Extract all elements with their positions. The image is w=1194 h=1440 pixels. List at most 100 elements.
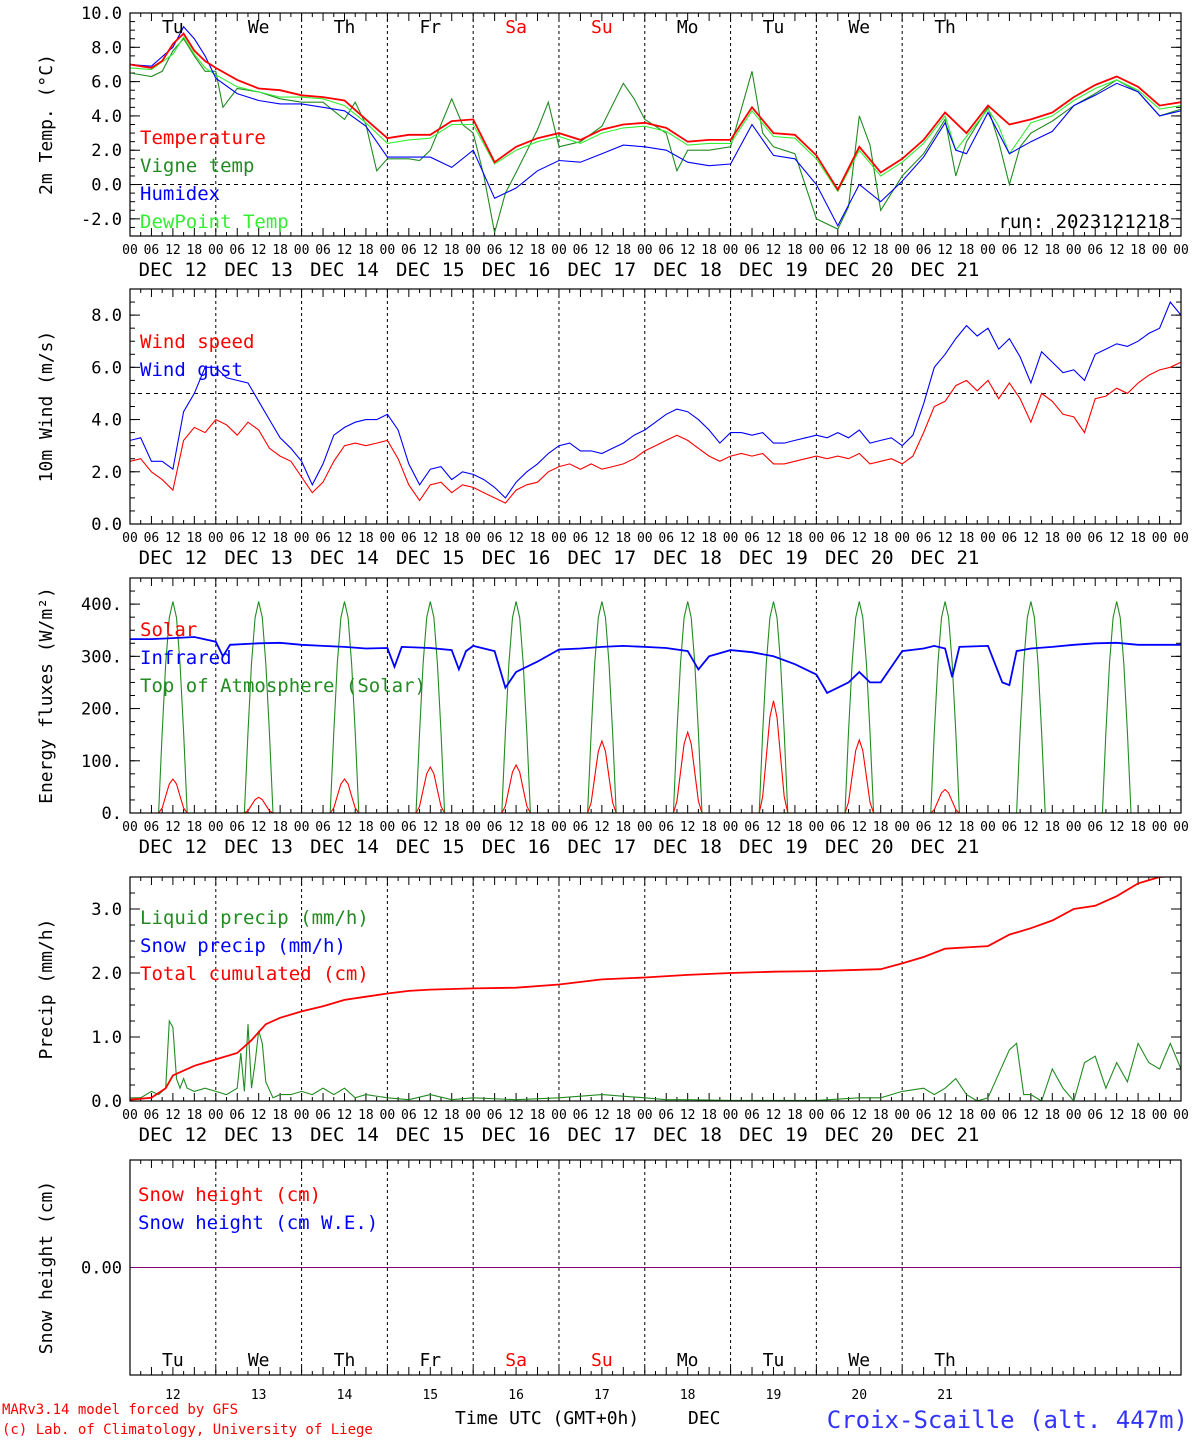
weekday-label: We <box>248 17 270 38</box>
run-label: run: 2023121218 <box>998 211 1170 233</box>
legend-entry: Solar <box>140 619 197 641</box>
hour-tick-label: 06 <box>1002 820 1018 835</box>
y-tick-label: 2.0 <box>91 463 122 483</box>
date-label: DEC 17 <box>568 836 637 858</box>
hour-tick-label: 06 <box>916 531 932 546</box>
y-tick-label: 8.0 <box>91 38 122 58</box>
hour-tick-label: 18 <box>530 531 546 546</box>
hour-tick-label: 06 <box>830 531 846 546</box>
hour-tick-label: 12 <box>337 531 353 546</box>
hour-tick-label: 00 <box>122 531 138 546</box>
date-label: DEC 12 <box>139 836 208 858</box>
hour-tick-label: 18 <box>272 243 288 258</box>
hour-tick-label: 06 <box>315 531 331 546</box>
hour-tick-label: 06 <box>916 820 932 835</box>
hour-tick-label: 06 <box>401 243 417 258</box>
hour-tick-label: 00 <box>723 1108 739 1123</box>
date-label: DEC 20 <box>825 259 894 281</box>
hour-tick-label: 06 <box>916 1108 932 1123</box>
series-line-total-cumulated-cm- <box>130 877 1175 1101</box>
hour-tick-label: 12 <box>766 243 782 258</box>
hour-tick-label: 12 <box>937 531 953 546</box>
plot-frame <box>129 577 1182 814</box>
date-label: DEC 16 <box>482 259 551 281</box>
hour-tick-label: 12 <box>1109 1108 1125 1123</box>
y-tick-label: 1.0 <box>91 1028 122 1048</box>
hour-tick-label: 06 <box>1087 243 1103 258</box>
hour-tick-label: 06 <box>1002 243 1018 258</box>
date-label: DEC 19 <box>739 836 808 858</box>
weekday-label: Tu <box>763 1350 785 1371</box>
hour-tick-label: 12 <box>937 243 953 258</box>
hour-tick-label: 06 <box>830 820 846 835</box>
hour-tick-label: 06 <box>315 243 331 258</box>
hour-tick-label: 00 <box>208 1108 224 1123</box>
series-line-humidex <box>130 25 1181 227</box>
date-label: DEC 18 <box>653 836 722 858</box>
hour-tick-label: 06 <box>658 243 674 258</box>
date-label: DEC 12 <box>139 1124 208 1146</box>
hour-tick-label: 00 <box>809 1108 825 1123</box>
hour-tick-label: 12 <box>337 1108 353 1123</box>
hour-tick-label: 00 <box>294 531 310 546</box>
hour-tick-label: 00 <box>980 820 996 835</box>
hour-tick-label: 18 <box>701 531 717 546</box>
hour-tick-label: 18 <box>873 243 889 258</box>
hour-tick-label: 00 <box>208 243 224 258</box>
hour-tick-label: 12 <box>680 820 696 835</box>
hour-tick-label: 12 <box>851 243 867 258</box>
hour-tick-label: 00 <box>809 820 825 835</box>
series-group <box>130 877 1181 1101</box>
hour-tick-label: 06 <box>1087 1108 1103 1123</box>
hour-tick-label: 00 <box>809 531 825 546</box>
date-label: DEC 18 <box>653 259 722 281</box>
hour-tick-label: 18 <box>272 820 288 835</box>
hour-tick-label: 12 <box>1109 243 1125 258</box>
date-label: DEC 14 <box>310 547 379 569</box>
month-label: DEC <box>688 1408 721 1429</box>
date-label: DEC 13 <box>224 259 293 281</box>
weekday-label: Mo <box>677 17 699 38</box>
hour-tick-label: 00 <box>465 820 481 835</box>
date-label: DEC 16 <box>482 836 551 858</box>
hour-tick-label: 18 <box>1130 531 1146 546</box>
hour-tick-label: 00 <box>1066 1108 1082 1123</box>
hour-tick-label: 12 <box>1109 531 1125 546</box>
y-tick-label: 6.0 <box>91 358 122 378</box>
hour-tick-label: 12 <box>680 1108 696 1123</box>
hour-tick-label: 00 <box>465 1108 481 1123</box>
hour-tick-label: 00 <box>1152 1108 1168 1123</box>
hour-tick-label: 18 <box>358 820 374 835</box>
hour-tick-label: 00 <box>208 531 224 546</box>
hour-tick-label: 18 <box>187 243 203 258</box>
legend-entry: Total cumulated (cm) <box>140 963 369 985</box>
legend-entry: Infrared <box>140 647 232 669</box>
hour-tick-label: 06 <box>401 820 417 835</box>
day-number-label: 13 <box>251 1388 267 1403</box>
series-line-infrared <box>130 636 1181 695</box>
hour-tick-label: 18 <box>530 820 546 835</box>
hour-tick-label: 06 <box>487 531 503 546</box>
hour-tick-label: 06 <box>830 243 846 258</box>
hour-tick-label: 06 <box>658 531 674 546</box>
hour-tick-label: 12 <box>422 820 438 835</box>
legend-entry: Wind speed <box>140 331 254 353</box>
y-tick-label: 4.0 <box>91 107 122 127</box>
date-label: DEC 15 <box>396 1124 465 1146</box>
date-label: DEC 21 <box>911 547 980 569</box>
hour-tick-label: 00 <box>465 531 481 546</box>
hour-tick-label: 18 <box>444 531 460 546</box>
hour-tick-label: 18 <box>1044 531 1060 546</box>
hour-tick-label: 12 <box>508 243 524 258</box>
y-tick-label: 0.0 <box>91 515 122 535</box>
hour-tick-label: 18 <box>959 243 975 258</box>
y-tick-label: 2.0 <box>91 964 122 984</box>
series-line-wind-speed <box>130 361 1181 504</box>
hour-tick-label: 12 <box>165 243 181 258</box>
date-label: DEC 19 <box>739 1124 808 1146</box>
station-title: Croix-Scaille (alt. 447m) <box>827 1406 1188 1434</box>
hour-tick-label: 00 <box>1173 1108 1189 1123</box>
hour-tick-label: 12 <box>508 820 524 835</box>
weekday-label: Th <box>934 1350 956 1371</box>
date-label: DEC 15 <box>396 547 465 569</box>
